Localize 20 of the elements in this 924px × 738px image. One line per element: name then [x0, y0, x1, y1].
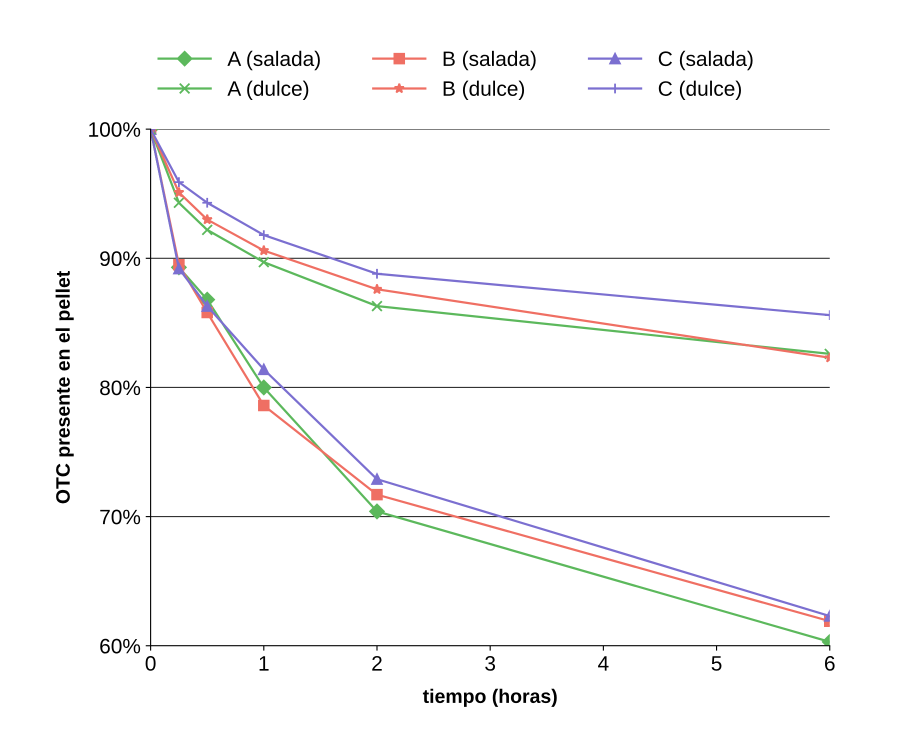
x-axis-title: tiempo (horas): [422, 688, 557, 707]
y-tick-label: 60%: [100, 638, 140, 654]
x-tick-label: 4: [598, 656, 609, 671]
legend-label: B (salada): [444, 50, 536, 70]
legend-label: A (dulce): [227, 80, 308, 100]
legend-label: A (salada): [227, 50, 320, 70]
y-tick-label: 100%: [89, 122, 140, 137]
legend-label: B (dulce): [444, 80, 524, 100]
x-tick-label: 2: [372, 656, 382, 671]
x-tick-label: 6: [825, 656, 835, 671]
y-tick-label: 80%: [100, 380, 140, 396]
x-tick-label: 5: [712, 656, 722, 671]
y-tick-label: 90%: [100, 251, 140, 266]
x-tick-label: 1: [260, 656, 269, 671]
y-tick-label: 70%: [100, 510, 140, 524]
x-tick-label: 3: [485, 656, 496, 671]
y-axis-title: OTC presente en el pellet: [56, 270, 74, 504]
x-tick-label: 0: [146, 656, 156, 671]
legend-label: C (dulce): [658, 80, 741, 100]
legend-label: C (salada): [658, 50, 753, 70]
